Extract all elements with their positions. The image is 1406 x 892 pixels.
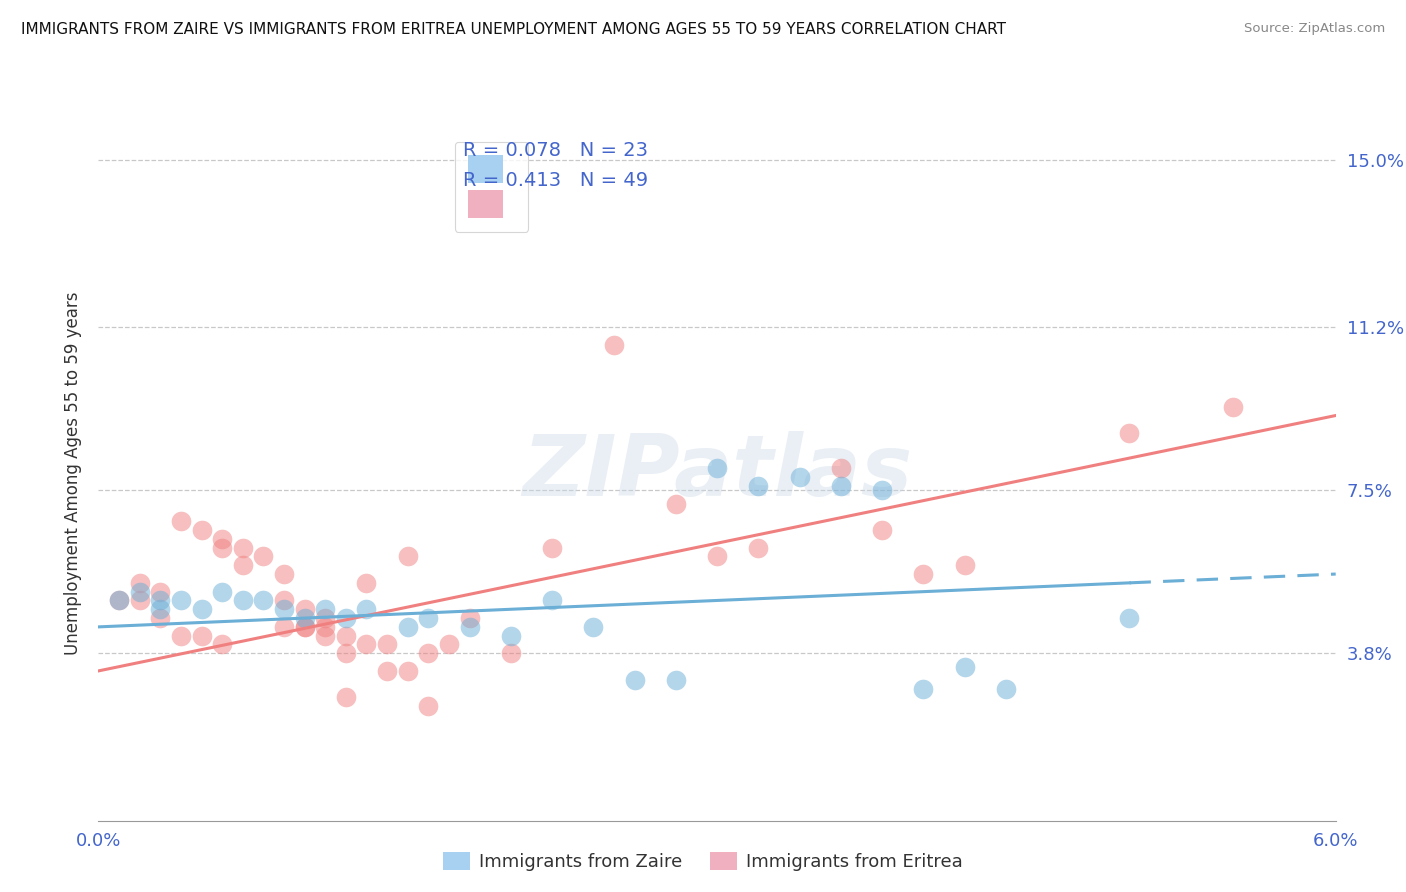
Point (190, 629, 212, 643)
Point (108, 593, 131, 607)
Point (149, 593, 172, 607)
Point (108, 593, 131, 607)
Point (499, 629, 522, 643)
Point (273, 620, 295, 634)
Point (356, 602, 378, 616)
Point (294, 620, 316, 634)
Point (953, 659, 976, 673)
Point (211, 584, 233, 599)
Point (870, 483, 893, 498)
Point (314, 611, 336, 625)
Point (665, 497, 688, 511)
Point (314, 602, 336, 616)
Point (706, 549, 728, 564)
Point (1118, 611, 1140, 625)
Point (294, 620, 316, 634)
Legend: Immigrants from Zaire, Immigrants from Eritrea: Immigrants from Zaire, Immigrants from E… (436, 845, 970, 879)
Point (252, 549, 274, 564)
Point (375, 664, 398, 678)
Legend: , : , (454, 142, 529, 232)
Point (232, 558, 254, 573)
Point (830, 461, 852, 475)
Point (232, 541, 254, 555)
Point (458, 611, 481, 625)
Point (128, 593, 150, 607)
Text: R = 0.413   N = 49: R = 0.413 N = 49 (464, 171, 648, 190)
Point (335, 690, 357, 705)
Point (437, 638, 460, 652)
Point (190, 523, 212, 537)
Point (273, 567, 295, 582)
Point (335, 646, 357, 660)
Point (149, 584, 172, 599)
Point (912, 567, 935, 582)
Point (747, 479, 769, 493)
Point (335, 611, 357, 625)
Y-axis label: Unemployment Among Ages 55 to 59 years: Unemployment Among Ages 55 to 59 years (63, 291, 82, 655)
Text: R = 0.078   N = 23: R = 0.078 N = 23 (464, 141, 648, 161)
Point (128, 575, 150, 590)
Point (396, 620, 419, 634)
Text: Source: ZipAtlas.com: Source: ZipAtlas.com (1244, 22, 1385, 36)
Point (1118, 426, 1140, 441)
Point (541, 541, 564, 555)
Text: IMMIGRANTS FROM ZAIRE VS IMMIGRANTS FROM ERITREA UNEMPLOYMENT AMONG AGES 55 TO 5: IMMIGRANTS FROM ZAIRE VS IMMIGRANTS FROM… (21, 22, 1007, 37)
Point (211, 532, 233, 546)
Point (149, 611, 172, 625)
Point (128, 584, 150, 599)
Point (335, 629, 357, 643)
Point (356, 575, 378, 590)
Point (252, 593, 274, 607)
Point (418, 699, 440, 714)
Point (294, 611, 316, 625)
Point (623, 673, 645, 687)
Point (458, 620, 481, 634)
Point (953, 558, 976, 573)
Point (170, 629, 193, 643)
Point (603, 338, 626, 352)
Point (294, 602, 316, 616)
Point (396, 549, 419, 564)
Point (314, 620, 336, 634)
Point (211, 638, 233, 652)
Point (912, 681, 935, 696)
Point (665, 673, 688, 687)
Point (1222, 400, 1244, 414)
Point (170, 514, 193, 528)
Point (314, 629, 336, 643)
Point (149, 602, 172, 616)
Point (582, 620, 605, 634)
Point (418, 646, 440, 660)
Point (994, 681, 1017, 696)
Point (499, 646, 522, 660)
Point (789, 470, 811, 484)
Text: ZIPatlas: ZIPatlas (522, 431, 912, 515)
Point (273, 593, 295, 607)
Point (273, 602, 295, 616)
Point (396, 664, 419, 678)
Point (747, 541, 769, 555)
Point (211, 541, 233, 555)
Point (356, 638, 378, 652)
Point (190, 602, 212, 616)
Point (418, 611, 440, 625)
Point (870, 523, 893, 537)
Point (170, 593, 193, 607)
Point (706, 461, 728, 475)
Point (541, 593, 564, 607)
Point (375, 638, 398, 652)
Point (830, 479, 852, 493)
Point (232, 593, 254, 607)
